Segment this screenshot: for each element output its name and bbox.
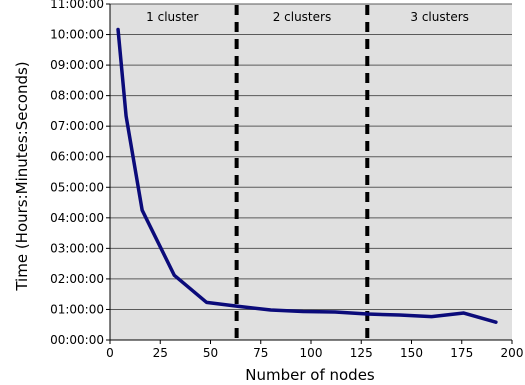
x-axis-ticks: 0 25 50 75 100 125 150 175 200: [106, 340, 523, 360]
plot-area: [110, 4, 512, 340]
y-tick-label: 06:00:00: [50, 150, 104, 164]
cluster-region-label: 3 clusters: [410, 10, 469, 24]
y-tick-label: 04:00:00: [50, 211, 104, 225]
cluster-region-label: 2 clusters: [273, 10, 332, 24]
cluster-region-label: 1 cluster: [146, 10, 198, 24]
cluster-dividers: [234, 5, 370, 340]
y-tick-label: 11:00:00: [50, 0, 104, 11]
y-tick-label: 03:00:00: [50, 241, 104, 255]
y-tick-label: 07:00:00: [50, 119, 104, 133]
x-tick-label: 0: [106, 346, 114, 360]
y-tick-label: 09:00:00: [50, 58, 104, 72]
y-tick-label: 05:00:00: [50, 180, 104, 194]
x-tick-label: 25: [153, 346, 168, 360]
x-axis-label: Number of nodes: [245, 366, 375, 384]
y-tick-label: 00:00:00: [50, 333, 104, 347]
y-tick-label: 10:00:00: [50, 28, 104, 42]
y-tick-label: 01:00:00: [50, 302, 104, 316]
x-tick-label: 75: [253, 346, 268, 360]
y-axis-ticks: 00:00:00 01:00:00 02:00:00 03:00:00 04:00:00…: [50, 0, 110, 347]
y-tick-label: 02:00:00: [50, 272, 104, 286]
x-tick-label: 175: [450, 346, 473, 360]
x-tick-label: 200: [501, 346, 524, 360]
y-tick-label: 08:00:00: [50, 89, 104, 103]
series-layer: [116, 27, 498, 324]
cluster-region-labels: 1 cluster 2 clusters 3 clusters: [146, 10, 469, 24]
series-line: [116, 27, 498, 324]
x-tick-label: 100: [300, 346, 323, 360]
x-tick-label: 125: [350, 346, 373, 360]
x-tick-label: 50: [203, 346, 218, 360]
y-axis-label: Time (Hours:Minutes:Seconds): [13, 61, 31, 291]
x-tick-label: 150: [400, 346, 423, 360]
